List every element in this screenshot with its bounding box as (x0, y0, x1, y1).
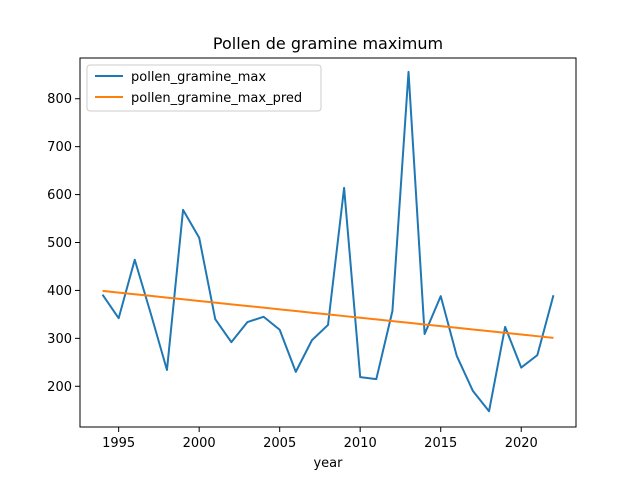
legend-box (86, 64, 322, 112)
y-tick-label: 600 (47, 188, 72, 203)
chart-title: Pollen de gramine maximum (213, 34, 443, 53)
x-tick-label: 2005 (263, 436, 296, 451)
y-tick-label: 200 (47, 380, 72, 395)
legend: pollen_gramine_max pollen_gramine_max_pr… (86, 64, 322, 112)
y-tick-label: 500 (47, 236, 72, 251)
x-tick-label: 2015 (424, 436, 457, 451)
y-tick-label: 300 (47, 332, 72, 347)
x-axis: 1995 2000 2005 2010 2015 2020 (102, 427, 538, 451)
x-tick-label: 2000 (183, 436, 216, 451)
x-axis-label: year (313, 456, 343, 471)
y-tick-label: 800 (47, 92, 72, 107)
series-line-pollen-gramine-max (101, 70, 555, 413)
y-tick-label: 700 (47, 140, 72, 155)
plot-lines (101, 70, 555, 413)
x-tick-label: 1995 (102, 436, 135, 451)
y-tick-label: 400 (47, 284, 72, 299)
x-tick-label: 2010 (344, 436, 377, 451)
x-tick-label: 2020 (505, 436, 538, 451)
y-axis: 200 300 400 500 600 700 800 (47, 92, 80, 395)
legend-label-pollen-gramine-max-pred: pollen_gramine_max_pred (131, 91, 302, 106)
legend-label-pollen-gramine-max: pollen_gramine_max (131, 70, 266, 85)
series-line-pollen-gramine-max-pred (102, 289, 554, 339)
